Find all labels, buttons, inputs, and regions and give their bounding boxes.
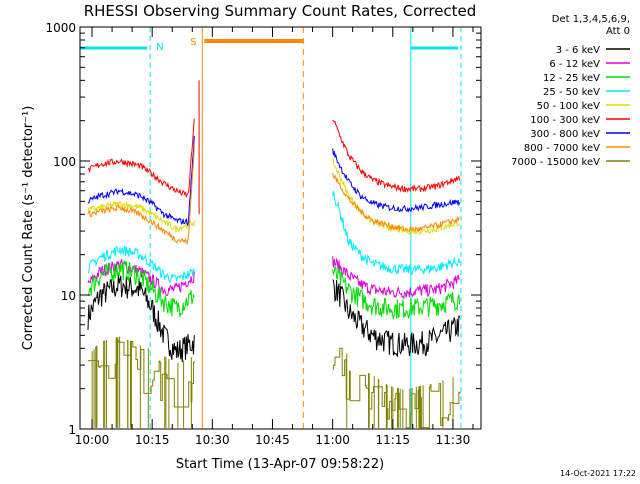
series-segment — [332, 172, 460, 233]
plot-frame — [79, 26, 482, 430]
series-300-800-keV — [87, 135, 461, 227]
legend-label: 800 - 7000 keV — [524, 143, 600, 154]
series-800-7000-keV — [87, 145, 460, 245]
legend-label: 3 - 6 keV — [556, 45, 600, 56]
y-tick-label: 1 — [68, 423, 76, 437]
x-tick-label: 10:00 — [75, 433, 110, 447]
y-tick-label: 100 — [53, 155, 76, 169]
legend-entry: 7000 - 15000 keV — [511, 157, 630, 168]
x-axis-label: Start Time (13-Apr-07 09:58:22) — [176, 457, 384, 472]
y-axis-label: Corrected Count Rate (s⁻¹ detector⁻¹) — [21, 106, 36, 351]
series-segment — [332, 119, 461, 194]
legend-entry: 6 - 12 keV — [549, 59, 630, 70]
series-25-50-keV — [87, 190, 461, 283]
annotation-night-0: N — [80, 27, 164, 429]
legend-label: 7000 - 15000 keV — [511, 157, 600, 168]
annotation-saa-2: S — [190, 27, 304, 429]
series-12-25-keV — [87, 260, 461, 320]
legend-entry: 100 - 300 keV — [530, 115, 630, 126]
x-tick-label: 10:15 — [135, 433, 170, 447]
series-segment — [87, 200, 195, 233]
series-segment — [87, 275, 195, 363]
legend-entry: 3 - 6 keV — [556, 45, 630, 56]
series-segment — [332, 190, 461, 275]
series-segment — [332, 148, 461, 213]
legend-entry: 50 - 100 keV — [537, 101, 630, 112]
series-segment — [87, 145, 195, 245]
x-tick-label: 10:45 — [255, 433, 290, 447]
series-segment — [87, 135, 195, 227]
series-3-6-keV — [87, 275, 461, 363]
series-segment — [87, 260, 195, 318]
series-segment — [87, 118, 195, 199]
x-tick-label: 11:15 — [375, 433, 410, 447]
legend-header-line: Att 0 — [606, 26, 630, 37]
series-segment — [88, 339, 196, 408]
x-tick-label: 10:30 — [195, 433, 230, 447]
legend-header-line: Det 1,3,4,5,6,9, — [552, 14, 630, 25]
legend-entry: 25 - 50 keV — [543, 87, 630, 98]
y-tick-label: 1000 — [45, 21, 76, 35]
series-segment — [332, 256, 461, 300]
series-segment — [87, 245, 195, 283]
legend-label: 6 - 12 keV — [549, 59, 600, 70]
legend-label: 100 - 300 keV — [530, 115, 600, 126]
legend-label: 50 - 100 keV — [537, 101, 601, 112]
legend-entry: 12 - 25 keV — [543, 73, 630, 84]
series-100-300-keV — [87, 118, 461, 199]
y-tick-label: 10 — [61, 289, 76, 303]
night-label: N — [156, 42, 163, 53]
chart-title: RHESSI Observing Summary Count Rates, Co… — [84, 2, 477, 20]
series-segment — [332, 347, 461, 429]
legend-entry: 800 - 7000 keV — [524, 143, 630, 154]
legend-label: 25 - 50 keV — [543, 87, 600, 98]
saa-label: S — [190, 37, 196, 48]
legend: Det 1,3,4,5,6,9,Att 0 3 - 6 keV 6 - 12 keV… — [511, 14, 630, 168]
series-segment — [332, 265, 461, 320]
x-tick-label: 11:00 — [315, 433, 350, 447]
x-tick-label: 11:30 — [436, 433, 471, 447]
series-segment — [332, 279, 461, 357]
legend-label: 300 - 800 keV — [530, 129, 600, 140]
legend-entry: 300 - 800 keV — [530, 129, 630, 140]
axes: 10:00 10:15 10:30 10:45 11:00 11:15 11:30 1 10 10… — [45, 21, 481, 447]
legend-label: 12 - 25 keV — [543, 73, 600, 84]
render-timestamp: 14-Oct-2021 17:22 — [560, 469, 636, 478]
